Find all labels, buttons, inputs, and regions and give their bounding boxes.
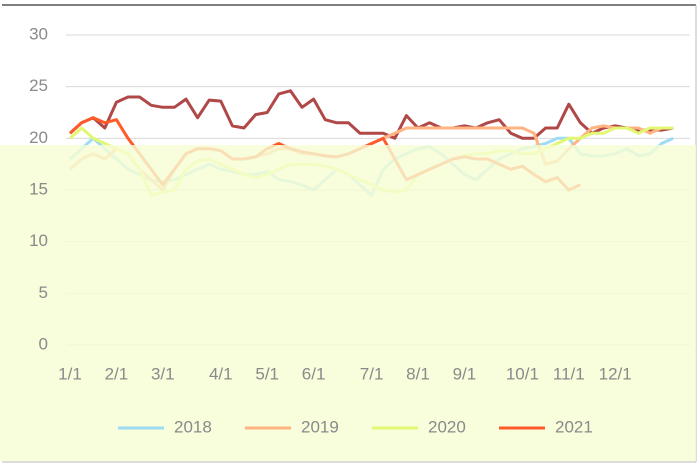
series-line <box>68 89 674 140</box>
legend-label: 2019 <box>301 417 339 436</box>
x-tick-label: 2/1 <box>105 364 129 383</box>
y-tick-label: 10 <box>29 231 48 250</box>
overlay <box>0 145 696 461</box>
x-tick-label: 9/1 <box>453 364 477 383</box>
y-tick-label: 30 <box>29 24 48 43</box>
x-tick-label: 12/1 <box>599 364 632 383</box>
x-tick-label: 7/1 <box>360 364 384 383</box>
x-tick-label: 10/1 <box>506 364 539 383</box>
x-tick-label: 6/1 <box>302 364 326 383</box>
x-tick-label: 1/1 <box>58 364 82 383</box>
y-tick-label: 25 <box>29 76 48 95</box>
y-tick-label: 0 <box>39 334 48 353</box>
y-tick-label: 15 <box>29 179 48 198</box>
legend-label: 2021 <box>555 417 593 436</box>
x-tick-label: 8/1 <box>406 364 430 383</box>
y-tick-label: 5 <box>39 283 48 302</box>
x-tick-label: 5/1 <box>255 364 279 383</box>
y-tick-label: 20 <box>29 128 48 147</box>
legend-label: 2018 <box>174 417 212 436</box>
x-tick-label: 4/1 <box>209 364 233 383</box>
labels: 0 5 10 15 20 25 30 1/1 2/1 3/1 4/1 5/1 6/1 7/1 8/1 9/1 1… <box>29 24 632 436</box>
x-tick-label: 3/1 <box>151 364 175 383</box>
x-tick-label: 11/1 <box>553 364 585 383</box>
legend-label: 2020 <box>428 417 466 436</box>
